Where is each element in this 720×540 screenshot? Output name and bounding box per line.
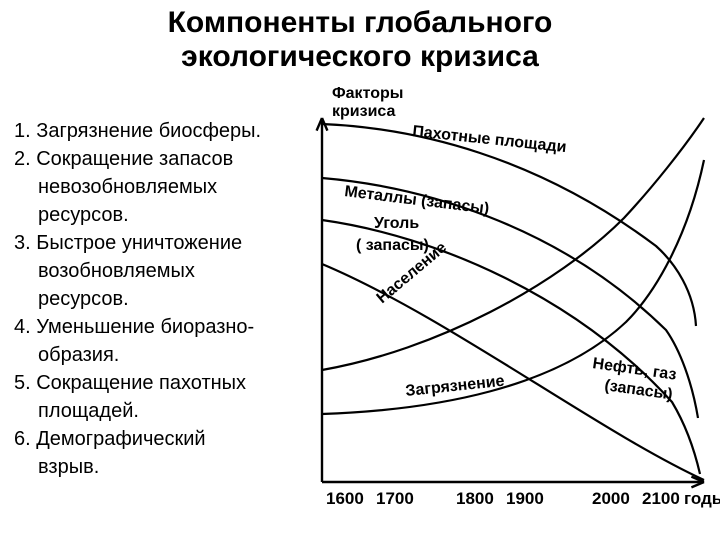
- curve-label: Нефть, газ: [591, 355, 677, 384]
- axes: [317, 118, 704, 487]
- curve-label: Пахотные площади: [412, 123, 568, 156]
- list-item: 6. Демографический: [14, 426, 296, 452]
- list-item-cont: образия.: [14, 342, 296, 368]
- list-item-cont: площадей.: [14, 398, 296, 424]
- list-item-cont: возобновляемых: [14, 258, 296, 284]
- list-item-cont: ресурсов.: [14, 202, 296, 228]
- x-ticks: 1600 1700 1800 1900 2000 2100годы: [326, 489, 720, 508]
- curve-coal: [322, 220, 700, 474]
- x-tick: 1800: [456, 489, 494, 508]
- x-tick: 2000: [592, 489, 630, 508]
- title-line1: Компоненты глобального: [0, 6, 720, 40]
- y-axis-label-1: Факторы: [332, 86, 403, 102]
- curve-label: Загрязнение: [405, 373, 506, 400]
- list-item: 5. Сокращение пахотных: [14, 370, 296, 396]
- x-tick: 1700: [376, 489, 414, 508]
- page-title: Компоненты глобального экологического кр…: [0, 6, 720, 73]
- x-tick: 1900: [506, 489, 544, 508]
- list-item-cont: взрыв.: [14, 454, 296, 480]
- list-item: 3. Быстрое уничтожение: [14, 230, 296, 256]
- curve-label: Металлы (запасы): [344, 183, 491, 218]
- x-tick: 2100: [642, 489, 680, 508]
- x-tick: 1600: [326, 489, 364, 508]
- crisis-chart: Пахотные площади Металлы (запасы)Уголь ( з…: [296, 86, 720, 516]
- y-axis-label-2: кризиса: [332, 103, 396, 120]
- components-list: 1. Загрязнение биосферы.2. Сокращение за…: [14, 118, 296, 482]
- list-item-cont: ресурсов.: [14, 286, 296, 312]
- axis-titles: Факторыкризиса: [332, 86, 403, 120]
- list-item: 4. Уменьшение биоразно-: [14, 314, 296, 340]
- curve-label: ( запасы): [356, 237, 429, 254]
- list-item: 1. Загрязнение биосферы.: [14, 118, 296, 144]
- list-item: 2. Сокращение запасов: [14, 146, 296, 172]
- x-axis-label: годы: [684, 489, 720, 508]
- curve-label: Уголь: [374, 215, 419, 232]
- list-item-cont: невозобновляемых: [14, 174, 296, 200]
- title-line2: экологического кризиса: [0, 40, 720, 74]
